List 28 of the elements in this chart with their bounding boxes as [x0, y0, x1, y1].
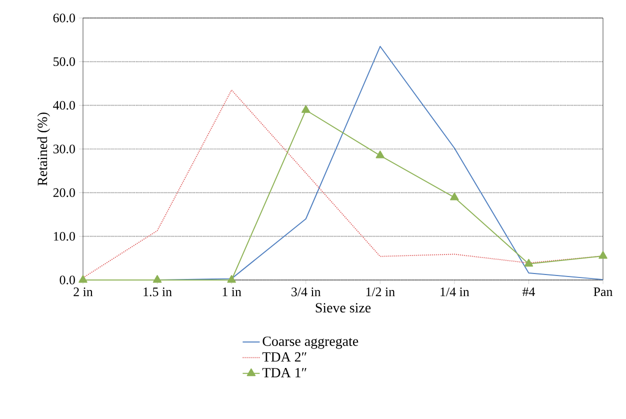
- x-tick-label: 1 in: [222, 288, 242, 296]
- point: [227, 275, 236, 283]
- x-axis-title: Sieve size: [316, 303, 371, 312]
- x-tick-label: 2 in: [74, 288, 93, 296]
- legend-label: TDA 1″: [262, 368, 306, 378]
- point: [376, 150, 385, 158]
- y-tick-label: 20.0: [53, 188, 75, 198]
- y-tick-label: 60.0: [53, 14, 75, 22]
- y-axis-title: Retained (%): [37, 112, 50, 186]
- point: [598, 251, 608, 259]
- point: [450, 192, 459, 200]
- x-tick-label: 1/4 in: [440, 288, 470, 296]
- legend-label: TDA 2″: [262, 352, 306, 362]
- point: [78, 275, 88, 283]
- x-tick-label: 3/4 in: [292, 288, 321, 296]
- x-tick-label: Pan: [594, 288, 613, 296]
- point: [301, 105, 310, 113]
- y-tick-label: 40.0: [53, 100, 75, 110]
- legend-label: Coarse aggregate: [262, 336, 358, 349]
- y-tick-label: 50.0: [54, 57, 75, 66]
- x-tick-label: #4: [522, 288, 535, 296]
- point: [152, 275, 162, 283]
- y-tick-label: 30.0: [53, 144, 75, 154]
- x-tick-label: 1.5 in: [144, 288, 172, 296]
- y-tick-label: 0.0: [60, 276, 75, 284]
- x-tick-label: 1/2 in: [366, 288, 395, 296]
- y-tick-label: 10.0: [54, 232, 75, 241]
- point: [524, 258, 534, 267]
